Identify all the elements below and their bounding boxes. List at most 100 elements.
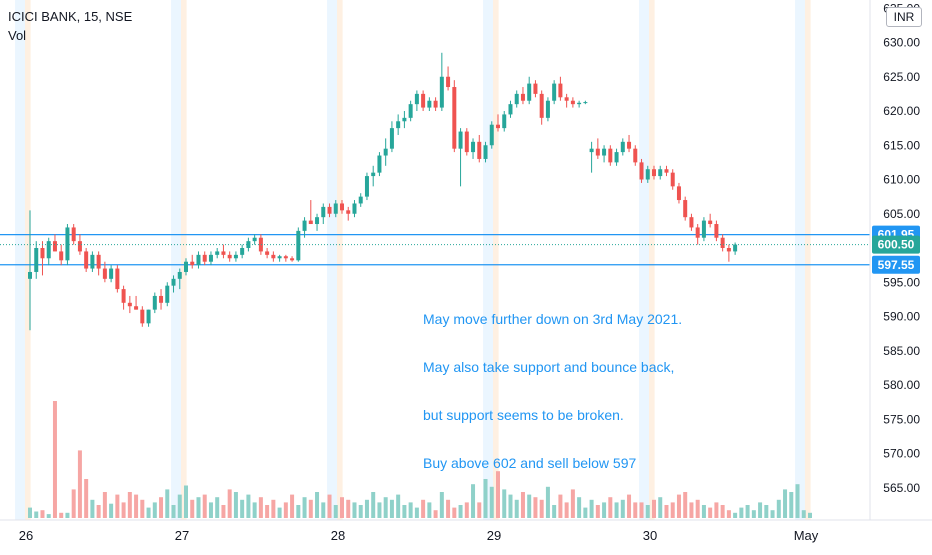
candle-body	[464, 131, 469, 153]
currency-badge[interactable]: INR	[886, 7, 922, 27]
volume-bar	[695, 499, 700, 518]
candle-body	[28, 271, 32, 279]
candle-body	[102, 268, 107, 279]
candle-body	[545, 100, 550, 118]
volume-bar	[439, 492, 444, 518]
volume-bar	[801, 510, 806, 518]
candle-body	[340, 203, 344, 211]
candle-body	[720, 237, 725, 248]
volume-bar	[627, 494, 632, 518]
volume-bar	[109, 503, 114, 518]
candle-body	[84, 251, 89, 269]
volume-bar	[427, 502, 432, 518]
volume-bar	[221, 505, 226, 518]
candle-body	[589, 148, 594, 153]
volume-bar	[558, 494, 563, 518]
candle-body	[502, 114, 507, 129]
volume-bar	[165, 489, 170, 518]
volume-bar	[246, 494, 251, 518]
candle-body	[608, 148, 613, 163]
volume-bar	[402, 505, 407, 518]
candle-body	[489, 124, 494, 146]
candle-body	[402, 117, 407, 122]
candle-body	[514, 93, 519, 105]
volume-bar	[283, 502, 288, 518]
volume-bar	[739, 507, 744, 518]
session-open-strip	[181, 0, 187, 520]
volume-bar	[471, 484, 476, 518]
price-tick-label: 615.00	[883, 138, 920, 152]
volume-bar	[701, 505, 706, 518]
volume-bar	[408, 502, 413, 518]
candle-body	[196, 254, 201, 266]
volume-bar	[52, 401, 57, 518]
chart-annotation[interactable]: May move further down on 3rd May 2021. M…	[423, 279, 682, 503]
volume-bar	[277, 507, 282, 518]
volume-bar	[670, 502, 675, 518]
volume-bar	[639, 502, 644, 518]
volume-bar	[40, 510, 45, 518]
candle-body	[670, 172, 675, 187]
volume-bar	[726, 510, 731, 518]
candle-body	[508, 104, 513, 115]
volume-bar	[308, 499, 313, 518]
candle-body	[533, 83, 538, 94]
volume-bar	[196, 497, 201, 518]
candle-body	[627, 141, 632, 149]
volume-bar	[96, 505, 101, 518]
session-close-strip	[15, 0, 26, 520]
volume-bar	[577, 497, 582, 518]
volume-bar	[302, 497, 307, 518]
volume-bar	[608, 497, 613, 518]
volume-bar	[65, 512, 70, 518]
annotation-line-1: May move further down on 3rd May 2021.	[423, 311, 683, 327]
volume-bar	[240, 499, 245, 518]
volume-bar	[652, 499, 656, 518]
candle-body	[134, 306, 139, 310]
volume-bar	[152, 502, 157, 518]
volume-bar	[315, 492, 320, 518]
price-tick-label: 565.00	[883, 481, 920, 495]
candle-body	[602, 148, 607, 156]
candle-body	[65, 227, 70, 261]
price-tick-label: 575.00	[883, 412, 920, 426]
last-price-tag-box	[872, 235, 920, 254]
volume-bar	[458, 505, 463, 518]
session-close-strip	[171, 0, 182, 520]
time-tick-label: 28	[331, 528, 345, 543]
volume-indicator-label[interactable]: Vol	[8, 28, 27, 43]
session-highlights	[15, 0, 811, 520]
volume-bar	[477, 502, 482, 518]
volume-bar	[658, 497, 663, 518]
volume-bar	[720, 505, 725, 518]
candle-body	[140, 309, 145, 324]
volume-bar	[664, 505, 669, 518]
volume-bar	[770, 510, 775, 518]
price-tick-label: 630.00	[883, 36, 920, 50]
candle-body	[614, 152, 619, 163]
volume-bar	[776, 499, 781, 518]
price-tick-label: 580.00	[883, 378, 920, 392]
candle-body	[458, 131, 463, 149]
volume-bar	[502, 489, 507, 518]
candle-body	[539, 93, 544, 118]
candle-body	[296, 230, 301, 261]
volume-bar	[340, 497, 344, 518]
candle-body	[208, 254, 213, 262]
volume-bar	[751, 510, 756, 518]
candle-body	[396, 121, 401, 129]
candle-body	[664, 169, 669, 173]
volume-bar	[258, 497, 263, 518]
candle-body	[109, 268, 114, 279]
annotation-line-4: Buy above 602 and sell below 597	[423, 455, 637, 471]
chart-legend[interactable]: ICICI BANK, 15, NSE Vol	[8, 7, 132, 45]
candle-body	[364, 176, 369, 197]
volume-bar	[583, 507, 588, 518]
candle-body	[121, 289, 126, 303]
symbol-title[interactable]: ICICI BANK, 15, NSE	[8, 9, 133, 24]
candle-body	[439, 76, 444, 108]
volume-bar	[808, 512, 812, 518]
volume-bar	[464, 502, 469, 518]
time-tick-label: May	[794, 528, 819, 543]
